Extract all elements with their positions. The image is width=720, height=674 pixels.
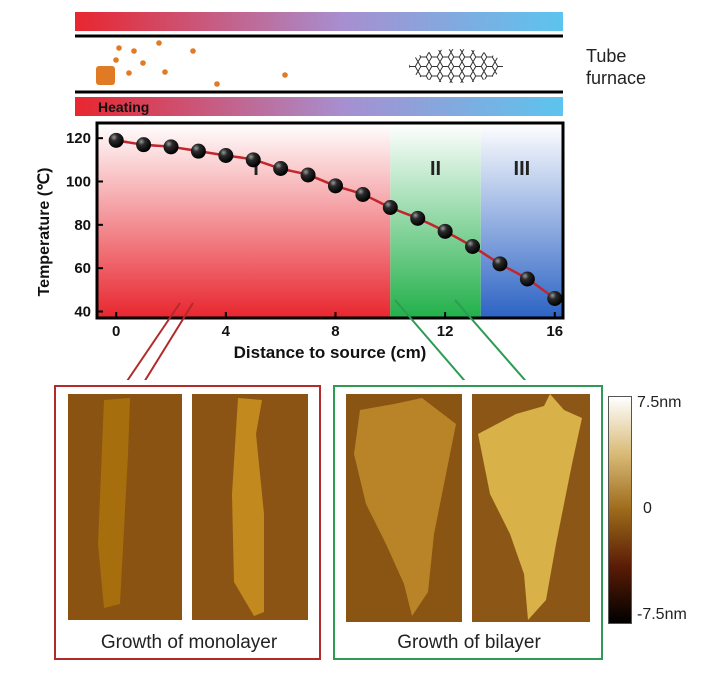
particle (190, 48, 196, 54)
y-tick-label: 120 (66, 130, 91, 147)
x-tick-label: 12 (437, 323, 454, 340)
afm-image-bilayer-2 (472, 394, 590, 622)
afm-image-monolayer-1 (68, 394, 182, 620)
colorbar-mid-label: 0 (643, 500, 652, 517)
particle (116, 45, 122, 51)
particle (282, 72, 288, 78)
height-colorbar (608, 396, 632, 624)
data-point-13cm (465, 239, 481, 254)
x-tick-label: 16 (546, 323, 563, 340)
data-point-12cm (437, 223, 453, 239)
bilayer-connector (394, 299, 527, 380)
y-axis-label: Temperature (℃) (36, 168, 53, 297)
data-point-0cm (108, 132, 124, 148)
particle (113, 57, 119, 63)
region-I-band (97, 123, 391, 318)
particle (214, 81, 220, 87)
data-point-6cm (273, 161, 289, 176)
furnace-label-line1: Tube (586, 46, 626, 66)
x-axis-label: Distance to source (cm) (234, 343, 427, 362)
bilayer-flake (478, 394, 582, 620)
data-point-7cm (300, 167, 316, 183)
particle (131, 48, 137, 54)
monolayer-connector (126, 302, 194, 380)
bilayer-flake (354, 398, 456, 616)
region-III-band (480, 123, 563, 318)
furnace-top-gradient-bar (75, 12, 563, 31)
colorbar-min-label: -7.5nm (637, 606, 687, 623)
afm-image-monolayer-2 (192, 394, 308, 620)
data-point-2cm (163, 139, 179, 155)
data-points (108, 132, 563, 306)
data-point-9cm (355, 187, 371, 202)
monolayer-flake (232, 398, 264, 616)
x-tick-label: 8 (331, 323, 339, 340)
region-label-III: III (514, 158, 531, 180)
data-point-15cm (519, 271, 535, 287)
graphene-lattice-icon (409, 49, 503, 83)
data-point-8cm (327, 178, 343, 194)
y-tick-label: 60 (74, 260, 91, 277)
data-point-3cm (190, 143, 206, 159)
x-tick-label: 4 (222, 323, 231, 340)
region-II-band (390, 123, 481, 318)
monolayer-panel (54, 385, 321, 660)
bilayer-caption: Growth of bilayer (397, 632, 541, 653)
particle (162, 69, 168, 75)
data-point-14cm (492, 256, 508, 272)
data-point-10cm (382, 200, 398, 215)
source-block-icon (96, 66, 115, 85)
particle (140, 60, 146, 66)
y-tick-label: 100 (66, 174, 91, 191)
monolayer-caption: Growth of monolayer (100, 632, 278, 653)
plot-frame (95, 121, 565, 320)
afm-image-bilayer-1 (346, 394, 462, 622)
bilayer-panel (333, 385, 603, 660)
region-label-II: II (430, 158, 441, 180)
temperature-regions (97, 123, 563, 318)
particle (126, 70, 132, 76)
vapor-particles (113, 40, 288, 87)
x-tick-label: 0 (112, 323, 120, 340)
data-point-16cm (547, 291, 563, 306)
heating-label: Heating (98, 99, 149, 115)
monolayer-flake (98, 398, 130, 608)
data-point-1cm (136, 137, 152, 153)
region-label-I: I (253, 158, 259, 180)
particle (156, 40, 162, 46)
data-point-4cm (218, 148, 234, 163)
colorbar-max-label: 7.5nm (637, 394, 682, 411)
y-tick-label: 40 (74, 304, 91, 321)
heating-gradient-bar (75, 97, 563, 116)
furnace-label-line2: furnace (586, 68, 646, 88)
region-labels: I II III (253, 158, 530, 180)
temperature-profile-figure: Tube furnace Heating I II III 0 4 8 12 1640608… (36, 12, 646, 380)
data-point-11cm (410, 210, 426, 226)
y-tick-label: 80 (74, 217, 91, 234)
data-point-5cm (245, 152, 261, 168)
axis-ticks: 0 4 8 12 16 40 60 80 100 120 (66, 130, 563, 340)
